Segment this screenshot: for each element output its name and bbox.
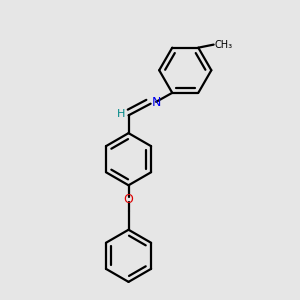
Text: N: N bbox=[152, 96, 161, 109]
Text: H: H bbox=[117, 109, 125, 119]
Text: CH₃: CH₃ bbox=[215, 40, 233, 50]
Text: O: O bbox=[124, 193, 134, 206]
